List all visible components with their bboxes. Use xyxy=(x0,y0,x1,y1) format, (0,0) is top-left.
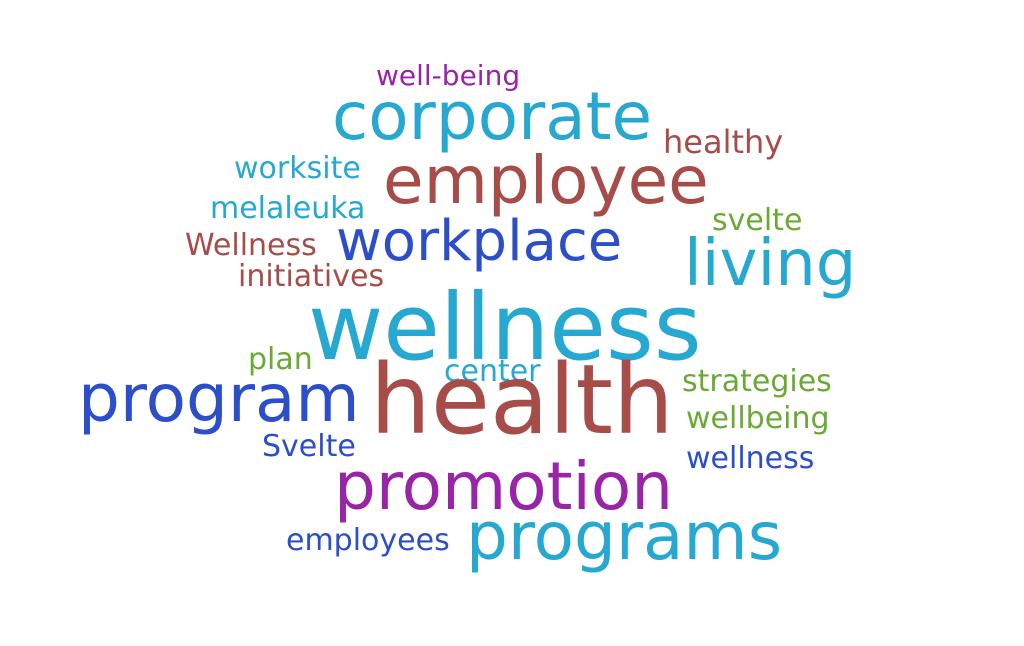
word-employee: employee xyxy=(383,142,709,219)
word-employees: employees xyxy=(286,523,450,558)
word-strategies: strategies xyxy=(682,364,832,399)
word-center: center xyxy=(444,354,541,389)
word-well-being: well-being xyxy=(376,59,521,92)
word-wellness-capitalized: Wellness xyxy=(185,228,317,263)
word-wellbeing: wellbeing xyxy=(686,401,830,436)
word-wellness-small: wellness xyxy=(686,441,815,476)
word-melaleuka: melaleuka xyxy=(210,191,366,226)
word-svelte: svelte xyxy=(712,203,803,238)
word-wellness-large: wellness xyxy=(308,274,702,381)
word-living: living xyxy=(684,227,857,301)
word-plan: plan xyxy=(248,342,313,377)
word-workplace: workplace xyxy=(336,209,623,274)
word-corporate: corporate xyxy=(332,78,653,155)
word-svelte-capitalized: Svelte xyxy=(262,429,356,464)
word-initiatives: initiatives xyxy=(238,259,385,294)
word-health: health xyxy=(370,344,674,456)
word-healthy: healthy xyxy=(663,123,784,161)
word-program: program xyxy=(78,360,360,437)
word-promotion: promotion xyxy=(334,448,674,525)
word-worksite: worksite xyxy=(234,151,361,186)
word-programs: programs xyxy=(466,498,783,575)
